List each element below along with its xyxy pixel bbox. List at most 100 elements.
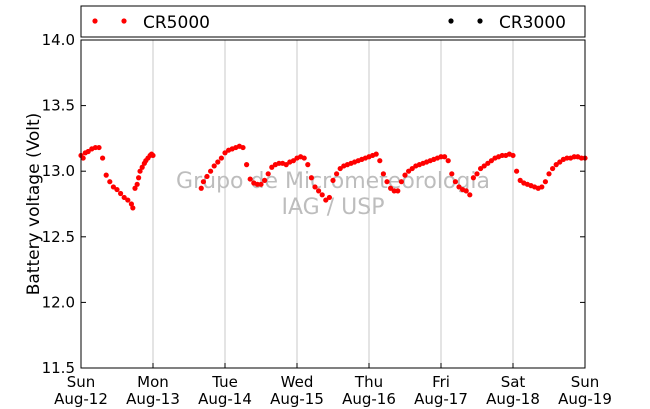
data-point: [326, 194, 332, 201]
data-point: [222, 150, 228, 156]
x-tick-day: Thu: [354, 373, 383, 391]
data-point: [445, 158, 451, 164]
x-tick-day: Tue: [211, 373, 238, 391]
x-tick-date: Aug-15: [270, 390, 324, 408]
data-point: [107, 179, 113, 185]
watermark-line-2: IAG / USP: [282, 195, 385, 220]
data-point: [139, 164, 145, 170]
data-point: [373, 151, 379, 157]
data-point: [290, 158, 296, 164]
data-point: [442, 154, 448, 160]
watermark: Grupo de Micrometeorologia IAG / USP: [176, 169, 490, 220]
data-point: [409, 165, 415, 172]
data-point: [337, 165, 343, 172]
data-point: [130, 205, 136, 211]
data-point: [103, 172, 109, 178]
data-point: [308, 175, 314, 181]
y-tick-label: 12.5: [42, 228, 75, 246]
legend-label-cr3000: CR3000: [499, 13, 566, 33]
data-point: [406, 168, 412, 174]
data-point: [323, 197, 329, 203]
data-point: [96, 144, 102, 151]
data-point: [150, 152, 156, 159]
y-axis: 11.5 12.0 12.5 13.0 13.5 14.0: [42, 31, 585, 377]
data-point: [546, 171, 552, 177]
data-point: [571, 154, 577, 160]
plot-frame: [80, 39, 586, 369]
data-point: [132, 185, 138, 191]
data-point: [118, 190, 124, 197]
data-point: [452, 179, 458, 185]
x-tick-date: Aug-18: [486, 390, 540, 408]
data-point: [218, 155, 224, 161]
data-point: [301, 155, 307, 161]
data-point: [198, 185, 204, 191]
y-tick-label: 11.5: [42, 359, 75, 377]
data-point: [553, 162, 559, 168]
data-point: [578, 155, 585, 161]
data-point: [276, 160, 282, 166]
x-tick-day: Sun: [571, 373, 600, 391]
legend-label-cr5000: CR5000: [143, 13, 210, 33]
data-point: [467, 192, 473, 198]
grid-lines: [152, 40, 514, 368]
data-point: [330, 177, 336, 183]
data-point: [478, 165, 484, 172]
data-point: [114, 186, 120, 193]
data-point: [485, 160, 491, 166]
y-tick-label: 12.0: [42, 293, 75, 311]
data-point: [204, 173, 210, 180]
series-cr5000: [78, 143, 588, 211]
data-point: [128, 201, 134, 207]
data-point: [316, 188, 322, 194]
data-point: [539, 184, 545, 190]
x-tick-date: Aug-12: [54, 390, 108, 408]
data-point: [247, 176, 253, 182]
data-point: [100, 155, 106, 161]
data-point: [542, 179, 549, 185]
data-point: [402, 172, 408, 178]
data-point: [388, 185, 394, 191]
data-point: [240, 144, 246, 151]
data-point: [510, 152, 516, 159]
y-tick-label: 13.0: [42, 162, 75, 180]
data-point: [470, 175, 476, 181]
x-tick-date: Aug-17: [414, 390, 468, 408]
data-point: [215, 159, 221, 165]
data-point: [211, 163, 217, 169]
data-point: [262, 177, 268, 183]
data-point: [456, 184, 462, 190]
x-tick-date: Aug-13: [126, 390, 180, 408]
data-point: [517, 177, 523, 183]
data-point: [557, 159, 563, 165]
data-point: [258, 181, 264, 187]
data-point: [395, 188, 401, 194]
data-point: [125, 197, 131, 203]
x-tick-day: Sun: [67, 373, 96, 391]
data-point: [564, 155, 570, 161]
data-point: [92, 144, 98, 151]
data-point: [305, 162, 311, 168]
data-point: [85, 148, 91, 155]
data-point: [514, 168, 520, 174]
data-point: [499, 152, 505, 159]
x-tick-day: Sat: [501, 373, 526, 391]
legend-marker-cr5000: [121, 18, 127, 24]
x-tick-day: Fri: [432, 373, 450, 391]
x-tick-date: Aug-16: [342, 390, 396, 408]
data-point: [550, 165, 556, 172]
data-point: [244, 162, 250, 168]
data-point: [254, 181, 260, 187]
data-point: [110, 184, 116, 190]
data-point: [481, 163, 487, 169]
data-point: [80, 155, 86, 161]
data-point: [449, 171, 455, 177]
data-point: [134, 181, 140, 187]
data-point: [269, 164, 275, 170]
data-point: [377, 158, 383, 164]
data-point: [380, 171, 386, 177]
data-point: [200, 179, 206, 185]
data-point: [319, 192, 325, 198]
data-point: [488, 158, 494, 164]
